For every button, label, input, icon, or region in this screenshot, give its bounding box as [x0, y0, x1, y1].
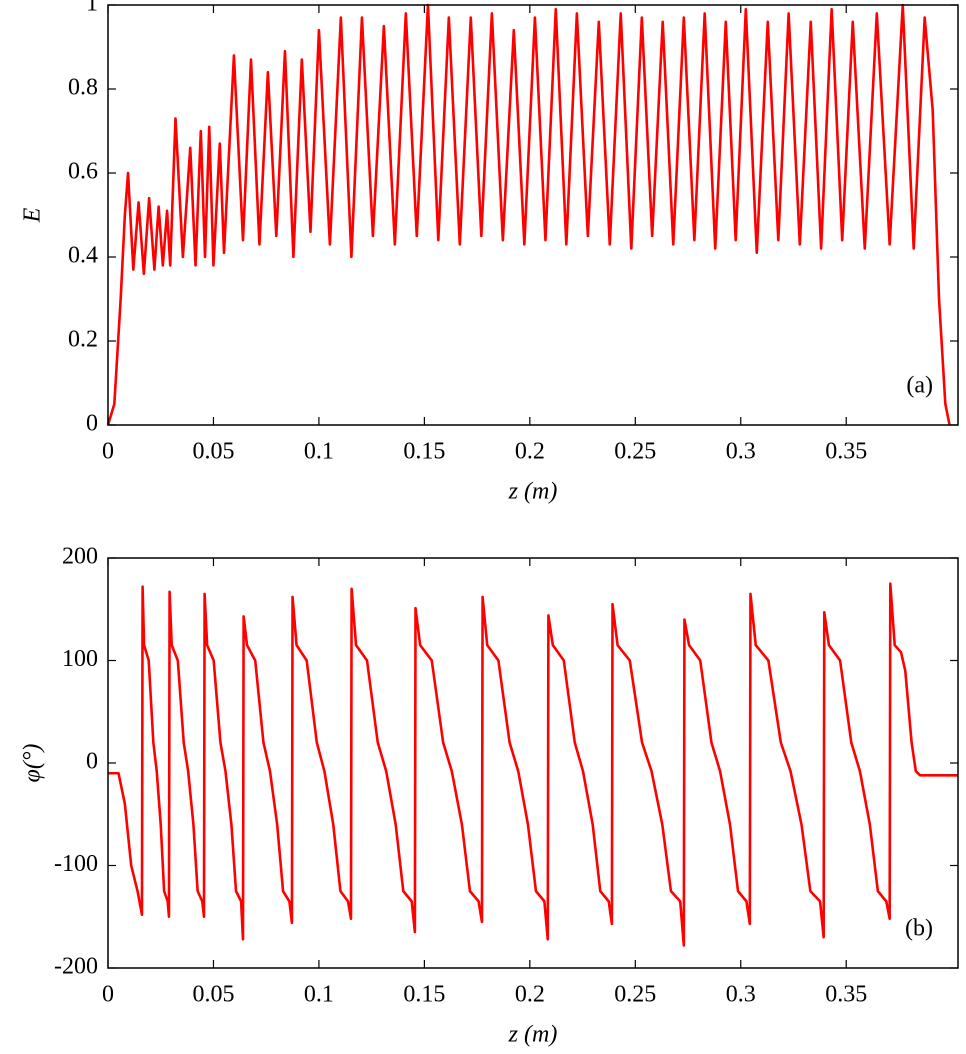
x-tick-label: 0.25	[614, 439, 656, 465]
x-tick-label: 0.05	[192, 439, 234, 465]
axes-box	[107, 557, 959, 969]
x-tick-label: 0.1	[304, 439, 334, 465]
x-tick-label: 0.3	[726, 982, 756, 1008]
x-tick-label: 0.05	[192, 982, 234, 1008]
data-line	[106, 3, 951, 426]
y-tick-label: 0.8	[68, 75, 98, 101]
y-tick-label: -100	[54, 851, 98, 877]
y-tick-label: 0.2	[68, 327, 98, 353]
y-axis-label: φ(°)	[20, 744, 46, 783]
data-line	[108, 582, 958, 947]
x-tick-label: 0.35	[825, 439, 867, 465]
x-tick-label: 0.3	[726, 439, 756, 465]
y-axis-label: E	[20, 207, 46, 223]
y-tick-label: 0	[86, 411, 98, 437]
y-tick-label: 100	[62, 646, 98, 672]
y-tick-label: -200	[54, 954, 98, 980]
x-tick-label: 0.35	[825, 982, 867, 1008]
x-axis-label: z (m)	[508, 1022, 558, 1048]
x-tick-label: 0	[102, 982, 114, 1008]
x-tick-label: 0.25	[614, 982, 656, 1008]
x-tick-label: 0.15	[403, 439, 445, 465]
x-tick-label: 0.2	[515, 982, 545, 1008]
x-tick-label: 0	[102, 439, 114, 465]
y-tick-label: 0.6	[68, 159, 98, 185]
y-tick-label: 0.4	[68, 243, 98, 269]
panel-label: (a)	[906, 373, 933, 399]
y-tick-label: 0	[86, 749, 98, 775]
x-tick-label: 0.15	[403, 982, 445, 1008]
x-tick-label: 0.1	[304, 982, 334, 1008]
y-tick-label: 1	[86, 0, 98, 17]
panel-label: (b)	[905, 916, 933, 942]
x-tick-label: 0.2	[515, 439, 545, 465]
x-axis-label: z (m)	[508, 479, 558, 505]
axes-box	[107, 4, 959, 426]
y-tick-label: 200	[62, 544, 98, 570]
